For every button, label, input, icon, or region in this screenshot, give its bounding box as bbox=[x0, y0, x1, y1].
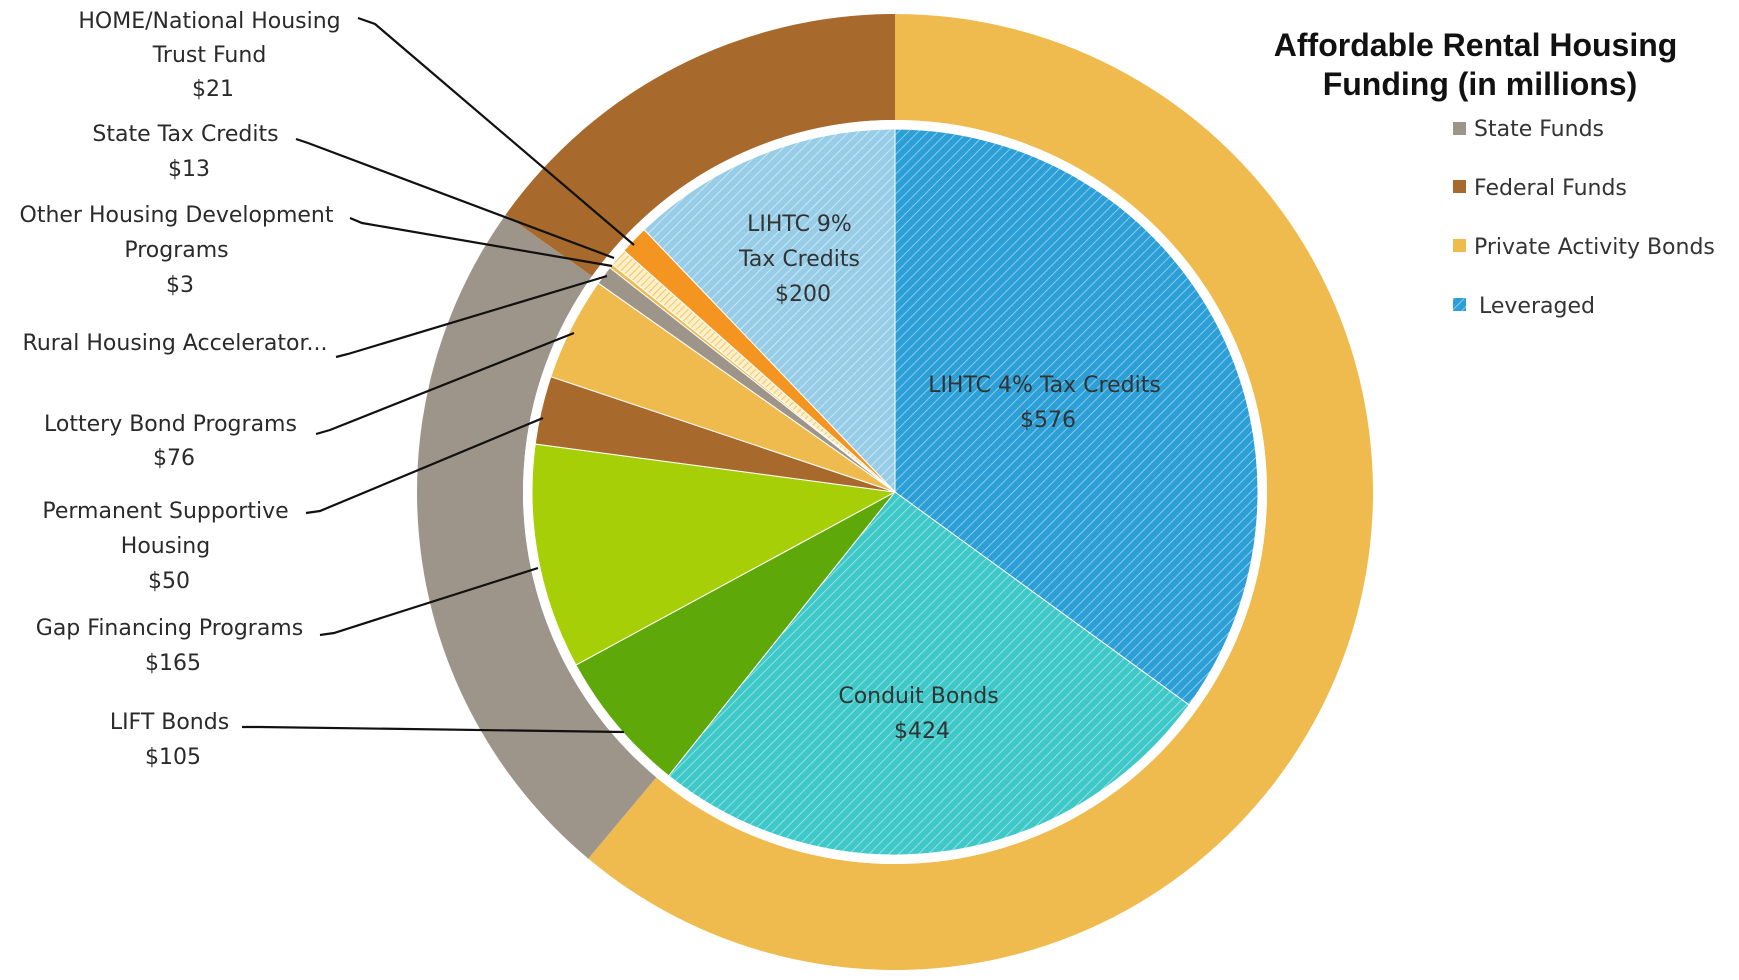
label-permanent-supportive-housing: Permanent Supportive Housing $50 bbox=[42, 499, 295, 594]
label-lihtc-9pct: LIHTC 9% Tax Credits $200 bbox=[738, 212, 867, 307]
leader-line-state-tax-credits bbox=[295, 137, 615, 260]
leader-line-home bbox=[357, 16, 635, 246]
inner-pie bbox=[531, 128, 1259, 856]
legend-label-state-funds: State Funds bbox=[1474, 117, 1604, 142]
outer-ring-segment-private-activity-bonds bbox=[588, 14, 1373, 970]
leader-line-lottery bbox=[315, 331, 575, 436]
legend-swatch-leveraged bbox=[1453, 298, 1466, 311]
pie-slice-lift-bonds bbox=[575, 491, 896, 777]
label-conduit-bonds: Conduit Bonds $424 bbox=[838, 684, 1005, 744]
leader-lines bbox=[242, 16, 635, 734]
label-lift-bonds: LIFT Bonds $105 bbox=[110, 710, 236, 770]
legend-swatch-federal-funds bbox=[1453, 180, 1466, 193]
leader-line-rural-housing bbox=[335, 274, 608, 359]
legend-swatch-state-funds bbox=[1453, 122, 1466, 135]
label-state-tax-credits: State Tax Credits $13 bbox=[92, 122, 285, 182]
outer-ring-segment-state-funds bbox=[416, 214, 657, 859]
legend-label-private-activity-bonds: Private Activity Bonds bbox=[1474, 235, 1715, 260]
leader-line-psh bbox=[305, 416, 544, 515]
outer-ring-segment-federal-funds bbox=[505, 14, 895, 277]
pie-slice-lihtc-4-tax-credits bbox=[894, 128, 1259, 706]
label-other-housing-development: Other Housing Development Programs $3 bbox=[20, 203, 341, 298]
legend-swatch-private-activity-bonds bbox=[1453, 239, 1466, 252]
pie-slice-conduit-bonds bbox=[667, 491, 1190, 856]
leader-line-gap-financing bbox=[319, 566, 539, 637]
label-rural-housing-accelerator: Rural Housing Accelerator... bbox=[23, 331, 328, 356]
label-lihtc-4pct: LIHTC 4% Tax Credits $576 bbox=[928, 373, 1168, 433]
leader-line-other-housing bbox=[349, 216, 613, 268]
outer-ring bbox=[416, 14, 1373, 970]
legend-label-federal-funds: Federal Funds bbox=[1474, 176, 1627, 201]
label-gap-financing-programs: Gap Financing Programs $165 bbox=[36, 616, 310, 676]
legend: State Funds Federal Funds Private Activi… bbox=[1453, 117, 1715, 319]
chart-title: Affordable Rental Housing Funding (in mi… bbox=[1274, 27, 1686, 102]
label-home-trust-fund: HOME/National Housing Trust Fund $21 bbox=[78, 9, 347, 102]
leader-line-lift-bonds bbox=[242, 725, 625, 734]
legend-label-leveraged: Leveraged bbox=[1479, 294, 1595, 319]
pie-slice-gap-financing-programs bbox=[531, 443, 897, 666]
label-lottery-bond-programs: Lottery Bond Programs $76 bbox=[44, 412, 304, 471]
pie-slice-lihtc-9-tax-credits bbox=[643, 128, 896, 494]
